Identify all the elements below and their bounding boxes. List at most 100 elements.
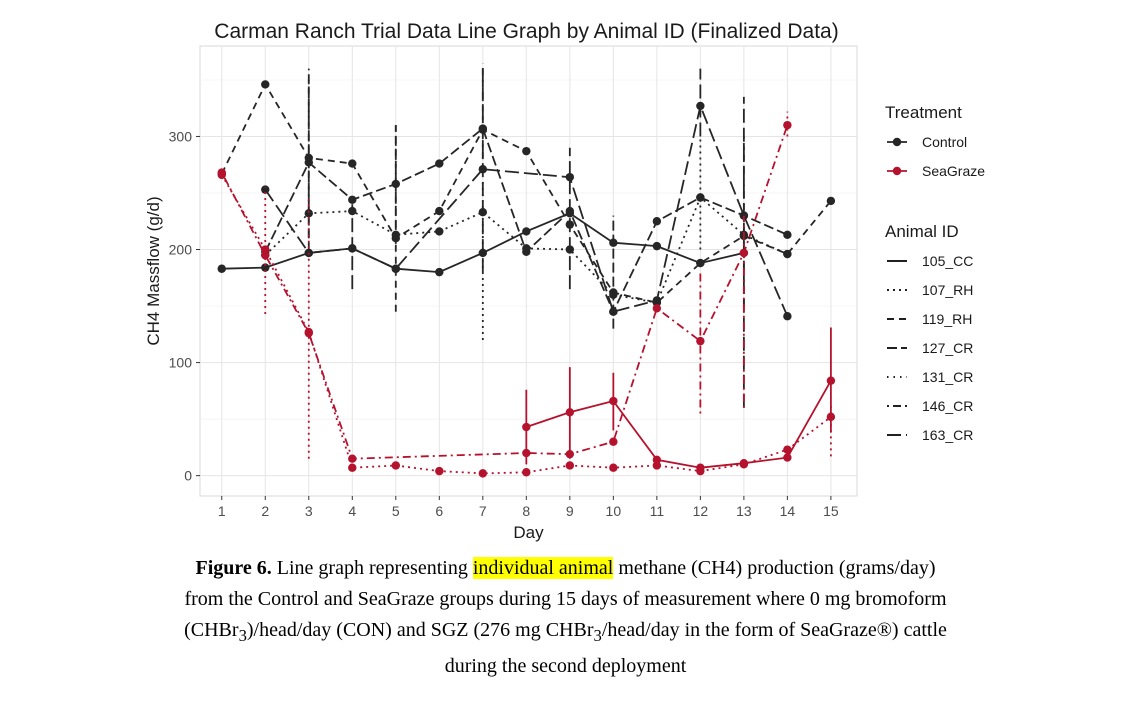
series-line bbox=[526, 380, 832, 469]
legend-key-point bbox=[892, 166, 902, 176]
data-point bbox=[348, 244, 357, 253]
data-point bbox=[435, 466, 444, 476]
data-point bbox=[826, 376, 836, 385]
data-point bbox=[522, 448, 531, 458]
data-point bbox=[565, 449, 575, 459]
data-point bbox=[826, 412, 836, 422]
data-point bbox=[478, 124, 488, 133]
data-point bbox=[348, 195, 357, 204]
caption-text-after-highlight: methane (CH4) production (grams/day) bbox=[618, 557, 936, 579]
data-point bbox=[435, 206, 444, 216]
data-point bbox=[739, 248, 749, 258]
data-point bbox=[522, 244, 531, 253]
data-point bbox=[217, 170, 226, 180]
legend-label: Control bbox=[922, 134, 967, 150]
data-point bbox=[696, 258, 705, 268]
data-point bbox=[391, 179, 400, 189]
data-point bbox=[783, 453, 792, 462]
animal-legend-title: Animal ID bbox=[885, 222, 959, 241]
data-point bbox=[783, 120, 792, 130]
data-point bbox=[696, 193, 705, 202]
caption-highlight: individual animal bbox=[472, 557, 614, 579]
y-tick-label: 100 bbox=[169, 355, 193, 371]
data-point bbox=[696, 466, 705, 476]
data-point bbox=[609, 307, 618, 316]
legend-label: SeaGraze bbox=[922, 163, 985, 179]
data-point bbox=[565, 206, 575, 216]
legend-label: 131_CR bbox=[922, 369, 973, 385]
data-point bbox=[783, 312, 792, 321]
caption-subscript-2: 3 bbox=[593, 626, 602, 645]
legend-label: 127_CR bbox=[922, 340, 973, 356]
x-tick-label: 13 bbox=[736, 503, 752, 519]
caption-text-before-highlight: Line graph representing bbox=[276, 557, 468, 579]
caption-line-3-a: (CHBr bbox=[184, 619, 239, 641]
data-point bbox=[478, 208, 488, 217]
data-point bbox=[609, 463, 618, 472]
x-tick-label: 9 bbox=[566, 503, 574, 519]
x-tick-label: 5 bbox=[392, 503, 400, 519]
data-point bbox=[609, 437, 618, 446]
data-point bbox=[565, 245, 575, 254]
caption-line-1: Figure 6. Line graph representing indivi… bbox=[60, 553, 1071, 584]
data-point bbox=[348, 463, 357, 472]
treatment-legend-title: Treatment bbox=[885, 103, 962, 122]
x-tick-label: 8 bbox=[522, 503, 530, 519]
caption-line-2: from the Control and SeaGraze groups dur… bbox=[184, 588, 947, 610]
data-point bbox=[652, 304, 662, 313]
caption-line-3-b: )/head/day (CON) and SGZ (276 mg CHBr bbox=[246, 619, 594, 641]
data-point bbox=[261, 245, 270, 254]
data-point bbox=[435, 267, 444, 277]
data-point bbox=[391, 230, 400, 240]
x-tick-label: 15 bbox=[823, 503, 839, 519]
data-point bbox=[391, 461, 400, 470]
data-point bbox=[435, 159, 444, 168]
caption-line-4: during the second deployment bbox=[444, 655, 687, 677]
data-point bbox=[217, 264, 226, 273]
x-tick-label: 10 bbox=[606, 503, 622, 519]
data-point bbox=[565, 408, 575, 417]
caption-line-3: (CHBr3)/head/day (CON) and SGZ (276 mg C… bbox=[60, 615, 1071, 651]
x-tick-label: 6 bbox=[435, 503, 443, 519]
data-point bbox=[652, 217, 662, 226]
legend-key-point bbox=[892, 137, 902, 147]
data-point bbox=[304, 158, 313, 167]
data-point bbox=[522, 468, 531, 477]
data-point bbox=[522, 227, 531, 236]
y-axis-label: CH4 Massflow (g/d) bbox=[144, 196, 163, 345]
data-point bbox=[565, 220, 575, 229]
figure-caption: Figure 6. Line graph representing indivi… bbox=[60, 553, 1071, 682]
data-point bbox=[348, 159, 357, 168]
legend-label: 146_CR bbox=[922, 398, 973, 414]
y-tick-label: 200 bbox=[169, 242, 193, 258]
legend-label: 105_CC bbox=[922, 253, 973, 269]
data-point bbox=[435, 227, 444, 236]
data-point bbox=[652, 241, 662, 251]
chart-area: 0 100 200 300 1 2 3 4 5 6 7 8 9 10 11 12 13 14 15 Carman Ra… bbox=[144, 20, 985, 542]
data-point bbox=[696, 336, 705, 346]
data-point bbox=[348, 206, 357, 216]
data-point bbox=[783, 230, 792, 240]
data-point bbox=[478, 165, 488, 174]
data-point bbox=[261, 80, 270, 89]
caption-subscript-1: 3 bbox=[238, 626, 247, 645]
data-point bbox=[652, 461, 662, 470]
x-tick-label: 2 bbox=[261, 503, 269, 519]
legend-label: 119_RH bbox=[922, 311, 972, 327]
x-tick-label: 11 bbox=[650, 503, 665, 519]
data-point bbox=[565, 172, 575, 182]
y-tick-label: 300 bbox=[169, 128, 193, 144]
caption-line-3-c: /head/day in the form of SeaGraze®) catt… bbox=[601, 619, 947, 641]
data-point bbox=[522, 422, 531, 432]
x-tick-label: 3 bbox=[305, 503, 313, 519]
x-tick-label: 1 bbox=[218, 503, 226, 519]
data-point bbox=[261, 263, 270, 272]
data-point bbox=[696, 101, 705, 111]
x-axis-label: Day bbox=[513, 523, 544, 542]
data-point bbox=[609, 290, 618, 299]
chart-title: Carman Ranch Trial Data Line Graph by An… bbox=[214, 20, 838, 43]
data-point bbox=[783, 445, 792, 454]
data-point bbox=[478, 469, 488, 478]
data-point bbox=[783, 249, 792, 259]
